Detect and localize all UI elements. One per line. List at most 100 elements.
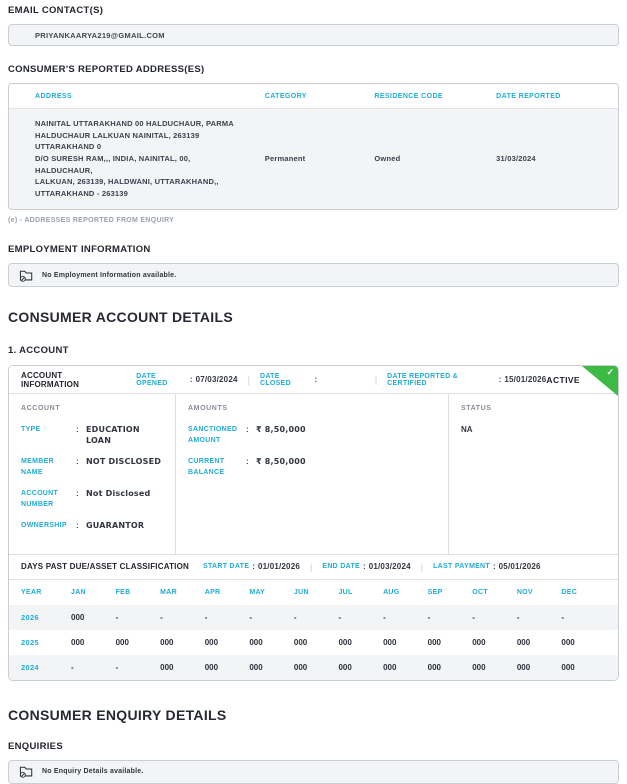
dpd-value-cell: 000: [427, 662, 442, 672]
address-table-row: NAINITAL UTTARAKHAND 00 HALDUCHAUR, PARM…: [9, 109, 618, 210]
account-type-field: TYPE : EDUCATION LOAN: [21, 425, 140, 445]
employment-empty-box: No Employment Information available.: [8, 263, 619, 288]
account-info-header: ACCOUNT INFORMATION DATE OPENED : 07/03/…: [9, 366, 618, 397]
dpd-value-cell: 000: [516, 637, 531, 647]
status-column: STATUS NA: [449, 394, 618, 553]
status-column-title: STATUS: [461, 405, 492, 413]
employment-section-title: EMPLOYMENT INFORMATION: [8, 244, 151, 256]
dpd-value-cell: -: [338, 612, 342, 622]
dpd-value-cell: 000: [249, 637, 263, 647]
enquiry-empty-message: No Enquiry Details available.: [42, 768, 144, 776]
dpd-value-cell: 000: [160, 662, 174, 672]
dpd-value-cell: -: [249, 612, 252, 622]
check-icon: ✓: [606, 367, 614, 378]
address-col-header: ADDRESS: [35, 93, 73, 100]
divider: |: [420, 561, 424, 572]
email-section-title: EMAIL CONTACT(S): [8, 5, 104, 16]
dpd-month-col-header: DEC: [561, 588, 578, 596]
date-opened: DATE OPENED : 07/03/2024: [136, 372, 238, 387]
sanctioned-amount-field: SANCTIONED AMOUNT : ₹ 8,50,000: [188, 425, 306, 444]
dpd-header: DAYS PAST DUE/ASSET CLASSIFICATION START…: [9, 554, 618, 580]
ownership-field: OWNERSHIP : GUARANTOR: [21, 521, 145, 531]
dpd-month-col-header: NOV: [516, 588, 533, 596]
dpd-value-cell: 000: [516, 662, 531, 672]
member-name-field: MEMBER NAME : NOT DISCLOSED: [21, 457, 162, 476]
divider: |: [374, 374, 378, 385]
current-balance-field: CURRENT BALANCE : ₹ 8,50,000: [188, 457, 306, 476]
dpd-grid: YEAR JAN FEB MAR APR MAY JUN JUL AUG SEP OCT NOV DEC…: [9, 579, 618, 680]
date-reported-value: 31/03/2024: [496, 153, 536, 163]
address-section-title: CONSUMER'S REPORTED ADDRESS(ES): [8, 64, 205, 75]
dpd-value-cell: 000: [338, 637, 352, 647]
account-status-badge: ACTIVE: [546, 374, 580, 385]
dpd-value-cell: -: [516, 612, 520, 622]
dpd-value-cell: 000: [204, 662, 219, 672]
dpd-value-cell: -: [472, 612, 475, 622]
dpd-value-cell: 000: [561, 662, 575, 672]
dpd-month-col-header: SEP: [427, 588, 443, 596]
dpd-value-cell: -: [383, 612, 386, 622]
address-table: ADDRESS CATEGORY RESIDENCE CODE DATE REP…: [8, 83, 619, 211]
dpd-value-cell: 000: [561, 637, 575, 647]
amounts-column-title: AMOUNTS: [188, 405, 228, 413]
dpd-value-cell: 000: [472, 637, 486, 647]
category-value: Permanent: [264, 153, 306, 163]
account-number-heading: 1. ACCOUNT: [8, 345, 69, 357]
dpd-year-row: 2025 000 000 000 000 000 000 000 000 000 000 000 000: [9, 629, 618, 655]
account-card: ACCOUNT INFORMATION DATE OPENED : 07/03/…: [8, 365, 619, 681]
date-reported-col-header: DATE REPORTED: [496, 93, 561, 100]
dpd-month-col-header: AUG: [383, 588, 400, 596]
no-data-folder-icon: [19, 269, 33, 282]
dpd-month-col-header: OCT: [472, 588, 488, 596]
account-column-title: ACCOUNT: [21, 405, 61, 413]
dpd-value-cell: 000: [472, 662, 486, 672]
dpd-month-col-header: JUN: [293, 588, 309, 596]
divider: |: [247, 374, 250, 385]
date-reported-certified: DATE REPORTED & CERTIFIED : 15/01/2026: [387, 372, 547, 387]
address-footnote: (e) - ADDRESSES REPORTED FROM ENQUIRY: [8, 217, 175, 225]
dpd-value-cell: 000: [115, 637, 129, 647]
dpd-year-label: 2026: [21, 612, 39, 622]
address-value: NAINITAL UTTARAKHAND 00 HALDUCHAUR, PARM…: [35, 119, 234, 198]
dpd-value-cell: -: [115, 662, 119, 672]
email-value: PRIYANKAARYA219@GMAIL.COM: [35, 30, 165, 40]
dpd-value-cell: 000: [71, 637, 85, 647]
residence-code-col-header: RESIDENCE CODE: [374, 93, 443, 100]
dpd-month-col-header: MAR: [160, 588, 177, 596]
dpd-value-cell: 000: [427, 637, 442, 647]
dpd-year-label: 2024: [21, 662, 39, 672]
dpd-value-cell: -: [293, 612, 297, 622]
enquiries-heading: ENQUIRIES: [8, 740, 63, 752]
address-table-header: ADDRESS CATEGORY RESIDENCE CODE DATE REP…: [9, 84, 618, 109]
account-detail-columns: ACCOUNT TYPE : EDUCATION LOAN MEMBER NAM…: [9, 394, 618, 555]
last-payment: LAST PAYMENT : 05/01/2026: [433, 562, 541, 572]
dpd-value-cell: 000: [383, 662, 397, 672]
status-value: NA: [461, 425, 473, 435]
dpd-label: DAYS PAST DUE/ASSET CLASSIFICATION: [21, 562, 190, 572]
dpd-year-col-header: YEAR: [21, 588, 42, 596]
active-corner-ribbon: [582, 366, 618, 397]
dpd-value-cell: -: [115, 612, 119, 622]
dpd-value-cell: 000: [204, 637, 219, 647]
account-number-field: ACCOUNT NUMBER : Not Disclosed: [21, 489, 151, 508]
category-col-header: CATEGORY: [264, 93, 307, 100]
dpd-grid-header-row: YEAR JAN FEB MAR APR MAY JUN JUL AUG SEP OCT NOV DEC: [9, 579, 618, 605]
start-date: START DATE : 01/01/2026: [203, 562, 301, 572]
account-info-label: ACCOUNT INFORMATION: [21, 370, 80, 389]
dpd-year-row: 2026 000 - - - - - - - - - - -: [9, 604, 618, 630]
dpd-month-col-header: JAN: [71, 588, 86, 596]
dpd-month-col-header: MAY: [249, 588, 266, 596]
dpd-value-cell: -: [204, 612, 208, 622]
dpd-value-cell: 000: [293, 662, 308, 672]
enquiry-details-title: CONSUMER ENQUIRY DETAILS: [8, 706, 227, 723]
date-closed: DATE CLOSED :: [259, 372, 318, 387]
dpd-value-cell: 000: [160, 637, 174, 647]
end-date: END DATE : 01/03/2024: [322, 562, 411, 572]
dpd-month-col-header: FEB: [115, 588, 131, 596]
dpd-value-cell: 000: [293, 637, 308, 647]
dpd-year-row: 2024 - - 000 000 000 000 000 000 000 000 000 000: [9, 654, 618, 680]
account-details-title: CONSUMER ACCOUNT DETAILS: [8, 309, 233, 326]
account-column: ACCOUNT TYPE : EDUCATION LOAN MEMBER NAM…: [9, 394, 176, 554]
email-contact-box: PRIYANKAARYA219@GMAIL.COM: [8, 24, 619, 46]
